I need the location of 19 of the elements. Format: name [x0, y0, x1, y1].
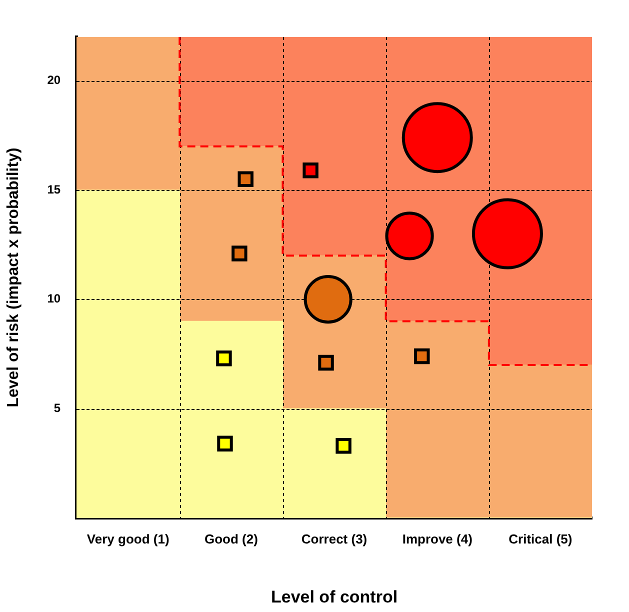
x-tick-label: Improve (4): [402, 531, 472, 546]
y-tick-label: 5: [54, 400, 61, 415]
y-tick-label: 10: [47, 292, 61, 306]
y-tick-label: 15: [47, 182, 61, 196]
point: [318, 354, 334, 371]
point: [216, 350, 232, 366]
point: [238, 171, 254, 187]
point: [414, 348, 430, 364]
point: [336, 438, 352, 454]
y-tick-label: 20: [47, 73, 61, 88]
x-tick-label: Correct (3): [301, 531, 368, 546]
x-tick-label: Critical (5): [508, 531, 572, 546]
point: [302, 162, 318, 178]
point: [217, 436, 233, 452]
y-axis-title: Level of risk (impact x probability): [5, 148, 22, 408]
x-tick-label: Good (2): [204, 531, 258, 546]
point: [232, 246, 248, 262]
x-axis-title: Level of control: [270, 587, 398, 606]
x-tick-label: Very good (1): [86, 531, 170, 546]
